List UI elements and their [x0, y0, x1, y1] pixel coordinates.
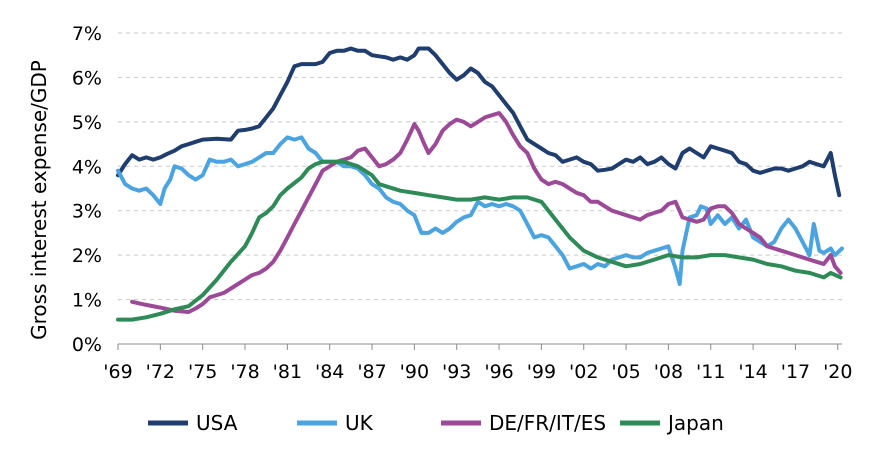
x-tick-label: '08 [654, 361, 683, 383]
x-tick-label: '81 [273, 361, 302, 383]
legend: USA UK DE/FR/IT/ES Japan [148, 411, 724, 435]
x-tick-label: '93 [442, 361, 471, 383]
series-line-uk [116, 135, 844, 286]
y-tick-label: 4% [72, 156, 102, 178]
y-axis-title: Gross interest expense/GDP [27, 60, 51, 340]
axes [117, 343, 842, 350]
x-tick-label: '14 [738, 361, 767, 383]
x-tick-label: '87 [357, 361, 386, 383]
x-tick-label: '78 [230, 361, 259, 383]
legend-label: UK [345, 411, 374, 435]
y-tick-label: 0% [72, 334, 102, 356]
y-tick-label: 3% [72, 201, 102, 223]
legend-label: Japan [666, 411, 724, 435]
x-tick-label: '84 [315, 361, 344, 383]
legend-label: USA [196, 411, 238, 435]
x-tick-label: '11 [696, 361, 725, 383]
x-tick-label: '17 [781, 361, 810, 383]
y-tick-label: 7% [72, 23, 102, 45]
series-line-usa [116, 46, 842, 198]
x-tick-label: '72 [146, 361, 175, 383]
y-tick-labels: 0% 1% 2% 3% 4% 5% 6% 7% [72, 23, 102, 356]
y-tick-label: 6% [72, 67, 102, 89]
series-lines [116, 46, 844, 322]
legend-label: DE/FR/IT/ES [489, 411, 606, 435]
y-tick-label: 5% [72, 112, 102, 134]
x-tick-labels: '69 '72 '75 '78 '81 '84 '87 '90 '93 '96 '99 '02 '05 '… [103, 361, 852, 383]
series-line-japan [116, 159, 843, 322]
x-tick-label: '02 [569, 361, 598, 383]
y-tick-label: 2% [72, 245, 102, 267]
x-tick-label: '90 [400, 361, 429, 383]
x-tick-label: '05 [611, 361, 640, 383]
y-tick-label: 1% [72, 290, 102, 312]
series-line-de-fr-it-es [130, 111, 843, 314]
x-tick-label: '96 [484, 361, 513, 383]
x-tick-label: '99 [527, 361, 556, 383]
x-tick-label: '69 [103, 361, 132, 383]
x-tick-label: '20 [823, 361, 852, 383]
x-tick-label: '75 [188, 361, 217, 383]
